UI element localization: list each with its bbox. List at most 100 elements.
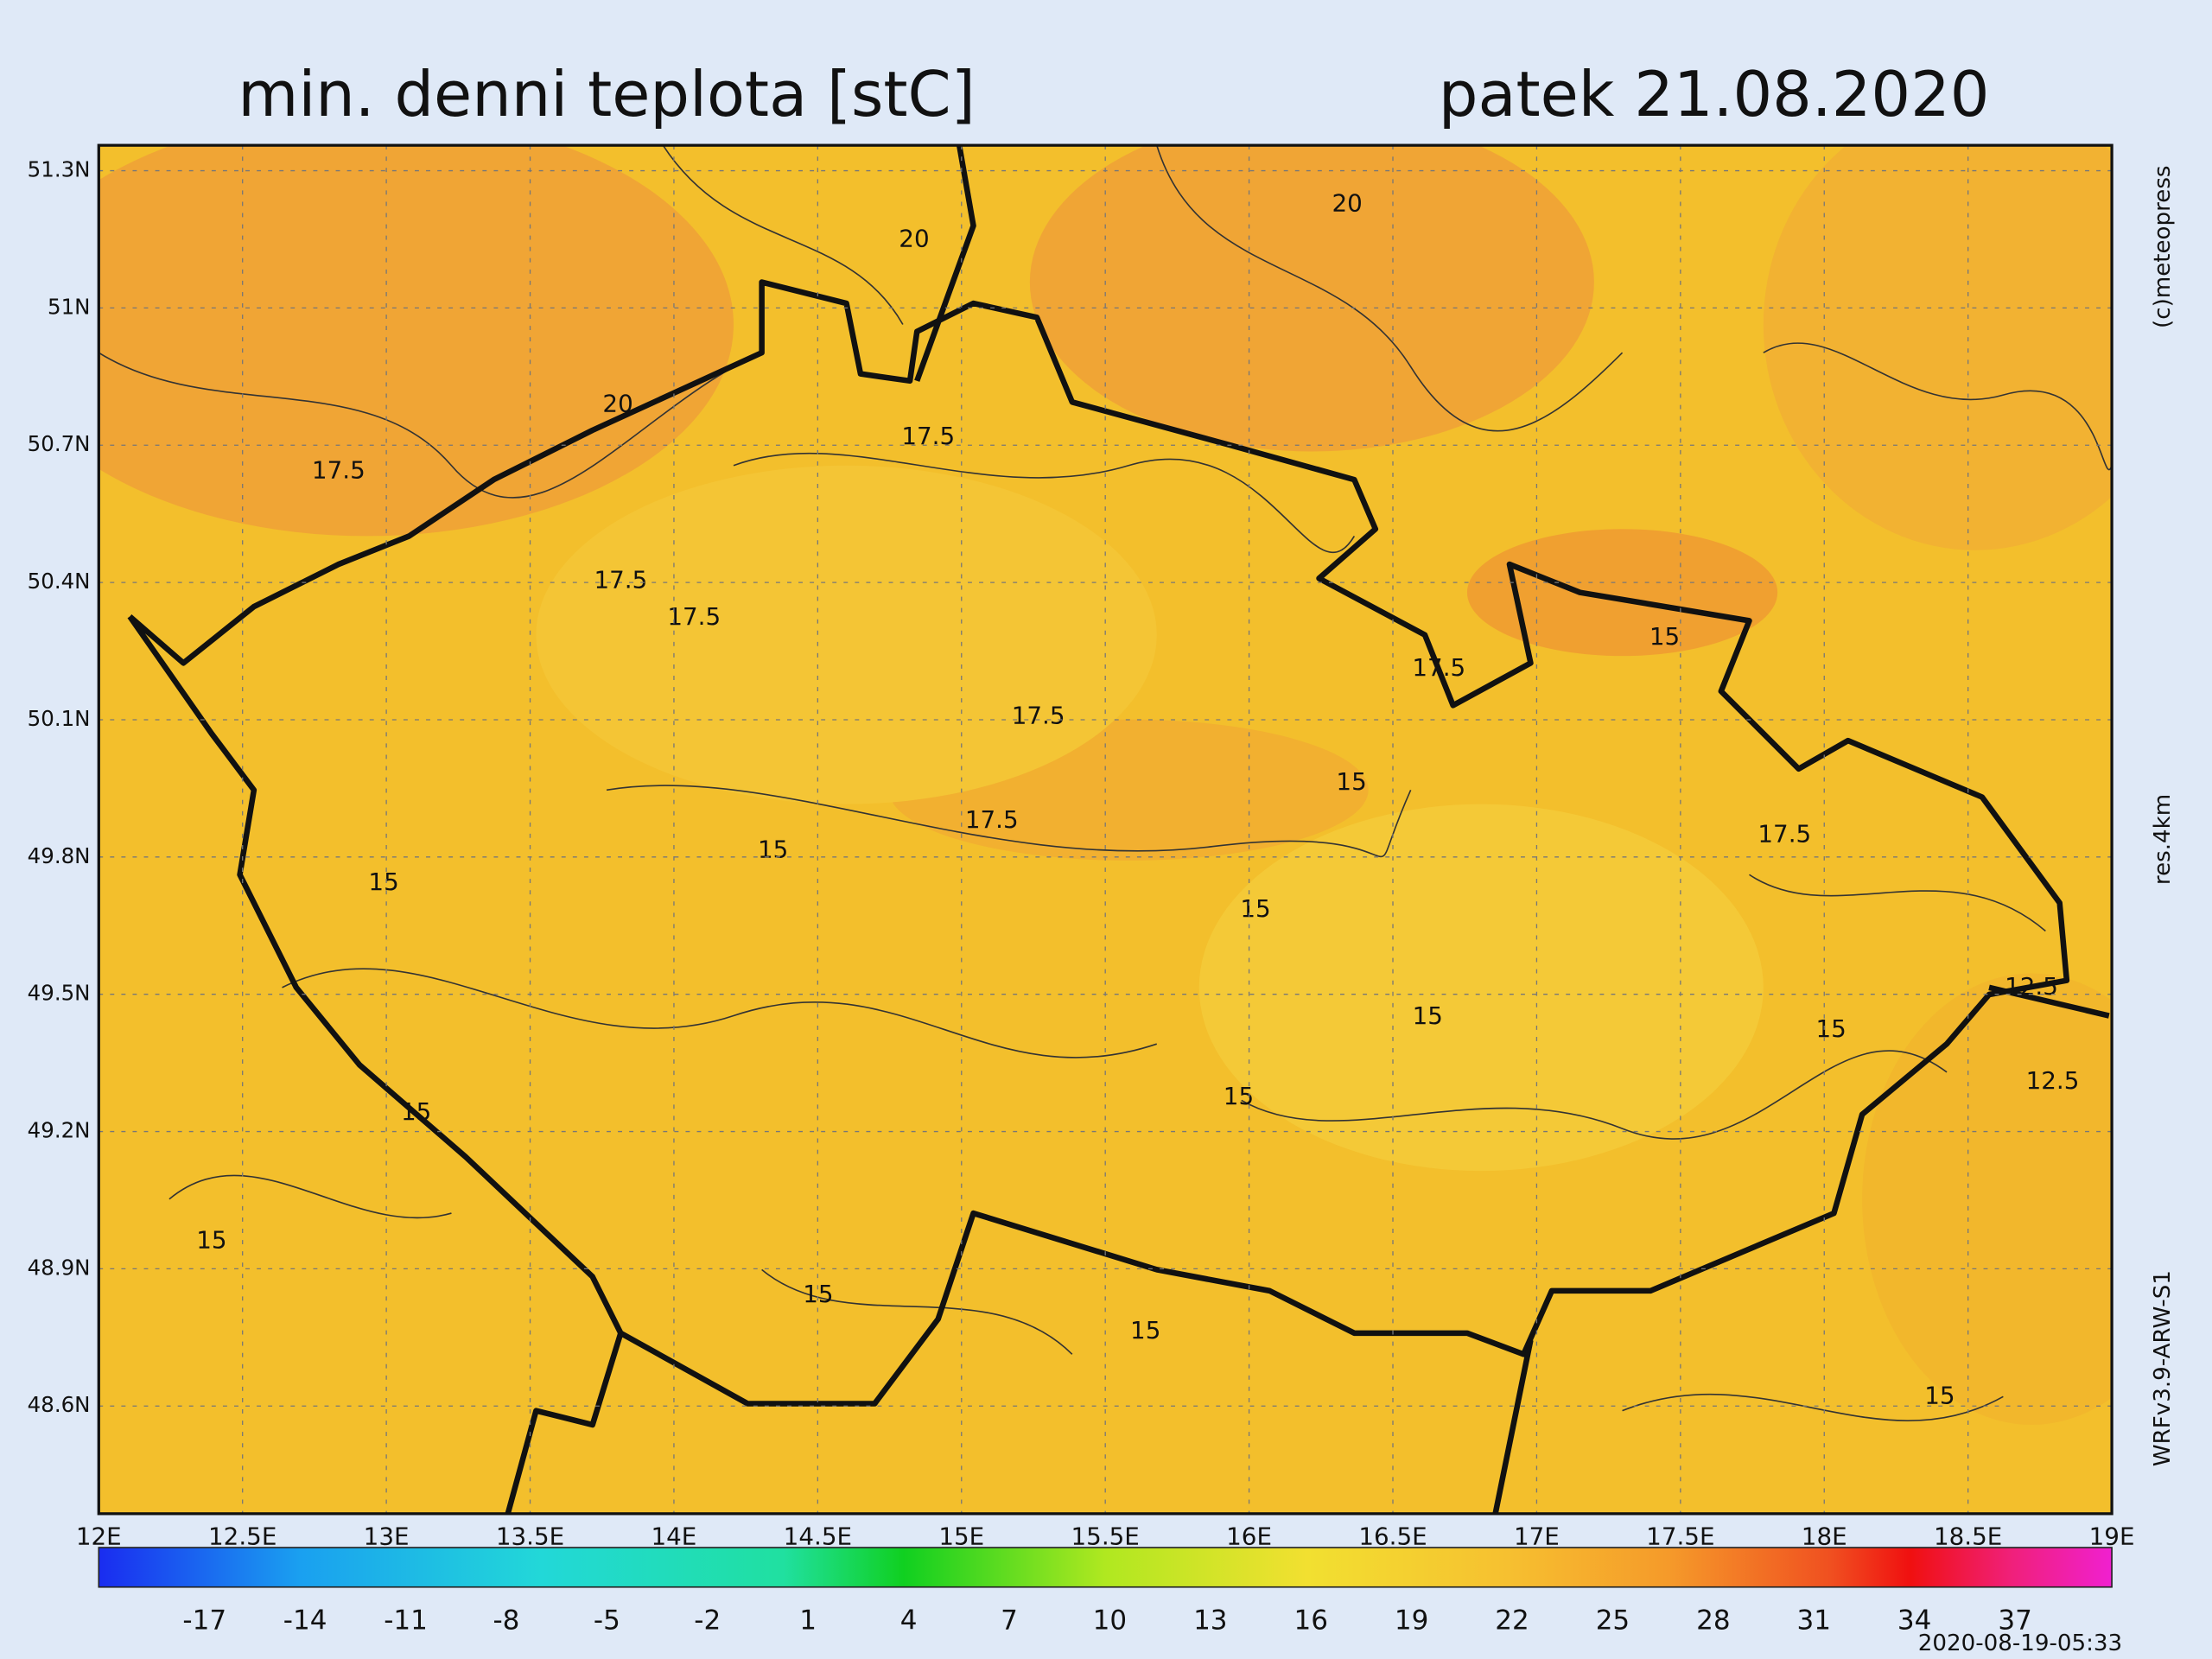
border bbox=[914, 145, 976, 382]
timestamp: 2020-08-19-05:33 bbox=[1918, 1630, 2122, 1656]
contour-label: 15 bbox=[803, 1280, 833, 1308]
contour bbox=[168, 1174, 452, 1219]
borders bbox=[127, 145, 2110, 1514]
warm-area bbox=[99, 145, 734, 537]
map-field: 20 20 20 17.5 17.5 17.5 17.5 17.5 17.5 17.5 17.5 15… bbox=[99, 145, 2113, 1514]
colorbar-label: 31 bbox=[1797, 1605, 1831, 1637]
colorbar-label: 16 bbox=[1294, 1605, 1327, 1637]
border bbox=[1988, 984, 2110, 1019]
contour-label: 17.5 bbox=[312, 455, 365, 484]
lat-label: 49.8N bbox=[28, 843, 91, 868]
lon-label: 14E bbox=[652, 1522, 697, 1551]
contour-label: 12.5 bbox=[2005, 972, 2058, 1001]
lon-label: 15E bbox=[938, 1522, 984, 1551]
contour-label: 17.5 bbox=[1412, 653, 1465, 682]
contour bbox=[1241, 1050, 1948, 1140]
lat-label: 48.9N bbox=[28, 1255, 91, 1280]
contour-label: 20 bbox=[899, 225, 929, 253]
lon-label: 19E bbox=[2089, 1522, 2135, 1551]
contour-label: 15 bbox=[758, 835, 788, 863]
contour-label: 15 bbox=[1413, 1001, 1443, 1030]
lon-label: 18E bbox=[1802, 1522, 1847, 1551]
warm-area bbox=[1466, 529, 1778, 657]
colorbar-label: -5 bbox=[594, 1605, 620, 1637]
warm-area bbox=[1862, 973, 2113, 1425]
lat-label: 50.1N bbox=[28, 706, 91, 731]
colorbar-label: -8 bbox=[493, 1605, 519, 1637]
lon-label: 16E bbox=[1226, 1522, 1272, 1551]
lat-label: 49.2N bbox=[28, 1118, 91, 1143]
map-title: min. denni teplota [stC] bbox=[238, 58, 975, 130]
contour-label: 15 bbox=[196, 1226, 226, 1255]
warm-area bbox=[1763, 145, 2113, 550]
contour bbox=[99, 352, 762, 499]
contour-label: 17.5 bbox=[965, 805, 1019, 834]
contour-label: 15 bbox=[1816, 1014, 1847, 1043]
map-frame bbox=[97, 143, 2113, 1516]
contour-label: 15 bbox=[1240, 894, 1270, 923]
contours bbox=[99, 145, 2113, 1421]
colorbar-label: 28 bbox=[1696, 1605, 1730, 1637]
contour-label: 15 bbox=[1924, 1381, 1955, 1409]
lat-label: 50.7N bbox=[28, 431, 91, 456]
colorbar bbox=[98, 1547, 2113, 1588]
colorbar-label: -2 bbox=[694, 1605, 721, 1637]
contour-label: 15 bbox=[401, 1097, 431, 1126]
colorbar-label: 7 bbox=[1001, 1605, 1018, 1637]
contour bbox=[1622, 1393, 2004, 1421]
contour bbox=[1763, 342, 2113, 471]
colorbar-label: 10 bbox=[1093, 1605, 1127, 1637]
lon-label: 15.5E bbox=[1071, 1522, 1140, 1551]
copyright: (c)meteopress bbox=[2150, 165, 2176, 328]
colorbar-label: -17 bbox=[182, 1605, 226, 1637]
colorbar-label: -14 bbox=[283, 1605, 327, 1637]
lon-label: 17E bbox=[1514, 1522, 1560, 1551]
contour-label: 12.5 bbox=[2026, 1066, 2080, 1095]
contour-label: 15 bbox=[1336, 767, 1366, 796]
lon-label: 13.5E bbox=[496, 1522, 564, 1551]
lat-label: 50.4N bbox=[28, 569, 91, 594]
lon-label: 18.5E bbox=[1934, 1522, 2002, 1551]
lon-label: 16.5E bbox=[1358, 1522, 1427, 1551]
border-czech bbox=[127, 279, 2070, 1407]
contour-label: 17.5 bbox=[667, 602, 721, 631]
contour-label: 15 bbox=[1649, 622, 1680, 651]
lon-label: 12.5E bbox=[208, 1522, 276, 1551]
colorbar-label: 22 bbox=[1495, 1605, 1529, 1637]
colorbar-label: 19 bbox=[1395, 1605, 1428, 1637]
contour-label: 20 bbox=[602, 390, 632, 418]
colorbar-label: 34 bbox=[1897, 1605, 1931, 1637]
contour bbox=[662, 145, 904, 325]
contour bbox=[1749, 874, 2046, 932]
colorbar-label: 37 bbox=[1998, 1605, 2031, 1637]
warm-area bbox=[1029, 145, 1594, 452]
lat-label: 49.5N bbox=[28, 981, 91, 1006]
colorbar-label: 4 bbox=[900, 1605, 918, 1637]
cool-area bbox=[1198, 804, 1764, 1172]
contour-label: 20 bbox=[1332, 189, 1363, 218]
colorbar-label: 13 bbox=[1193, 1605, 1227, 1637]
lon-label: 17.5E bbox=[1646, 1522, 1714, 1551]
lon-label: 13E bbox=[364, 1522, 410, 1551]
cool-area bbox=[536, 465, 1157, 804]
contour-label: 15 bbox=[368, 868, 398, 896]
contour bbox=[282, 968, 1158, 1058]
contour bbox=[1155, 145, 1624, 432]
map-date: patek 21.08.2020 bbox=[1439, 58, 1990, 130]
graticule bbox=[99, 145, 2113, 1514]
lat-label: 51N bbox=[48, 294, 90, 319]
lon-label: 14.5E bbox=[784, 1522, 852, 1551]
lat-label: 51.3N bbox=[28, 157, 91, 182]
lat-label: 48.6N bbox=[28, 1392, 91, 1417]
colorbar-label: -11 bbox=[384, 1605, 428, 1637]
contour-label: 17.5 bbox=[594, 566, 647, 594]
colorbar-label: 1 bbox=[799, 1605, 817, 1637]
contour bbox=[761, 1268, 1073, 1355]
contour bbox=[733, 452, 1356, 553]
resolution: res.4km bbox=[2150, 794, 2176, 885]
colorbar-label: 25 bbox=[1596, 1605, 1630, 1637]
contour bbox=[606, 785, 1412, 858]
lon-label: 12E bbox=[76, 1522, 122, 1551]
